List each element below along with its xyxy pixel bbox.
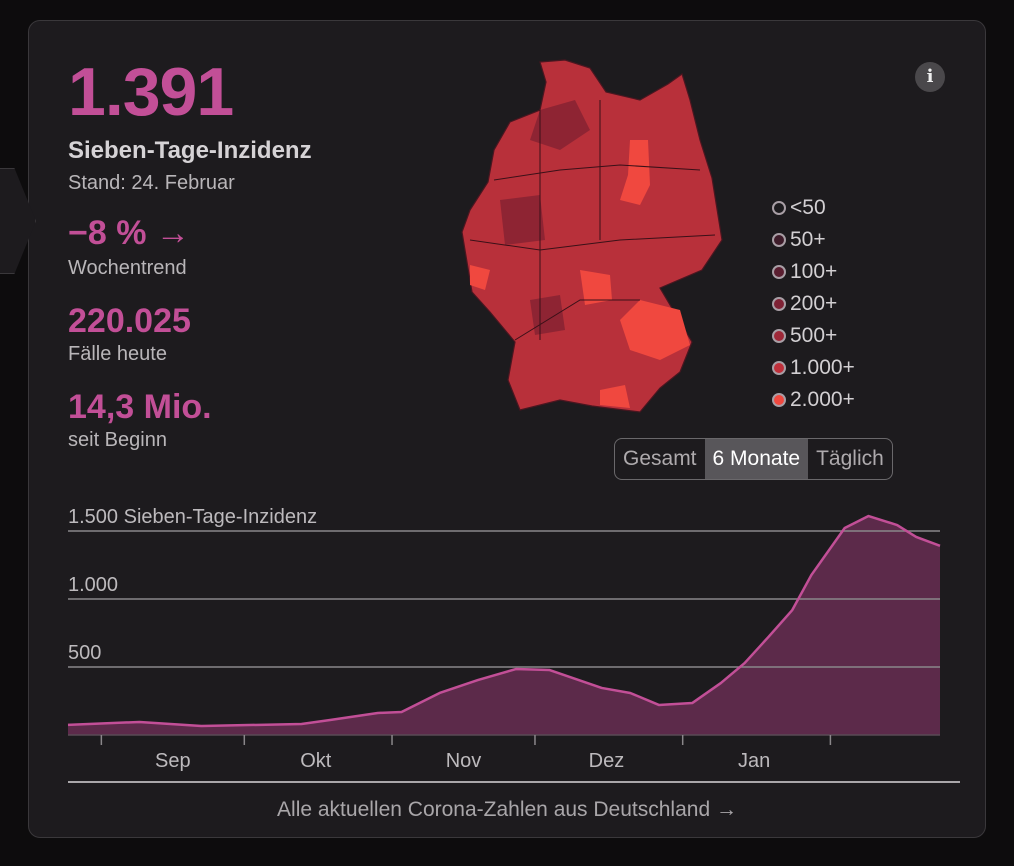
map-legend: <50 50+ 100+ 200+ 500+ 1.000+ 2.000+ [772,192,855,416]
cases-total-label: seit Beginn [68,429,167,451]
x-tick-label: Dez [589,750,625,772]
legend-swatch [772,233,786,247]
cases-today-value: 220.025 [68,302,191,340]
all-numbers-link[interactable]: Alle aktuellen Corona-Zahlen aus Deutsch… [277,798,737,821]
legend-label: 1.000+ [790,356,855,379]
legend-item: 1.000+ [772,352,855,384]
legend-label: 500+ [790,324,838,347]
divider [68,781,960,783]
legend-item: 100+ [772,256,855,288]
legend-label: 100+ [790,260,838,283]
legend-item: <50 [772,192,855,224]
x-tick-label: Nov [446,750,482,772]
trend-label: Wochentrend [68,257,187,279]
y-tick-label: 500 [68,642,101,664]
map-dark-districts [500,100,590,335]
legend-swatch [772,201,786,215]
legend-label: 200+ [790,292,838,315]
legend-swatch [772,265,786,279]
toggle-taeglich[interactable]: Täglich [816,447,884,470]
germany-outline [461,59,723,413]
map-hotspots [470,140,690,408]
trend-value: −8 % → [68,214,190,253]
x-tick-label: Okt [300,750,332,772]
legend-item: 200+ [772,288,855,320]
map-state-borders [469,100,716,341]
x-tick-label: Sep [155,750,191,772]
incidence-chart: 500 1.000 1.500 Sieben-Tage-Inzidenz Sep Okt… [67,506,941,772]
legend-item: 500+ [772,320,855,352]
legend-swatch [772,329,786,343]
legend-item: 50+ [772,224,855,256]
info-icon[interactable]: i [915,62,945,92]
arrow-right-icon: → [155,214,190,252]
legend-swatch [772,361,786,375]
legend-label: 50+ [790,228,826,251]
timeframe-toggle: Gesamt 6 Monate Täglich [614,438,893,480]
incidence-label: Sieben-Tage-Inzidenz [68,137,312,164]
x-tick-label: Jan [738,750,770,772]
incidence-value: 1.391 [68,54,234,130]
y-tick-label: 1.500 Sieben-Tage-Inzidenz [68,506,317,528]
toggle-6-monate[interactable]: 6 Monate [704,439,809,479]
legend-swatch [772,393,786,407]
cases-today-label: Fälle heute [68,343,167,365]
date-label: Stand: 24. Februar [68,172,235,194]
chart-line [67,514,941,728]
legend-label: <50 [790,196,826,219]
y-tick-label: 1.000 [68,574,118,596]
cases-total-value: 14,3 Mio. [68,388,212,426]
legend-item: 2.000+ [772,384,855,416]
legend-swatch [772,297,786,311]
toggle-gesamt[interactable]: Gesamt [623,447,697,470]
trend-number: −8 % [68,214,147,252]
legend-label: 2.000+ [790,388,855,411]
chart-area [68,516,940,735]
